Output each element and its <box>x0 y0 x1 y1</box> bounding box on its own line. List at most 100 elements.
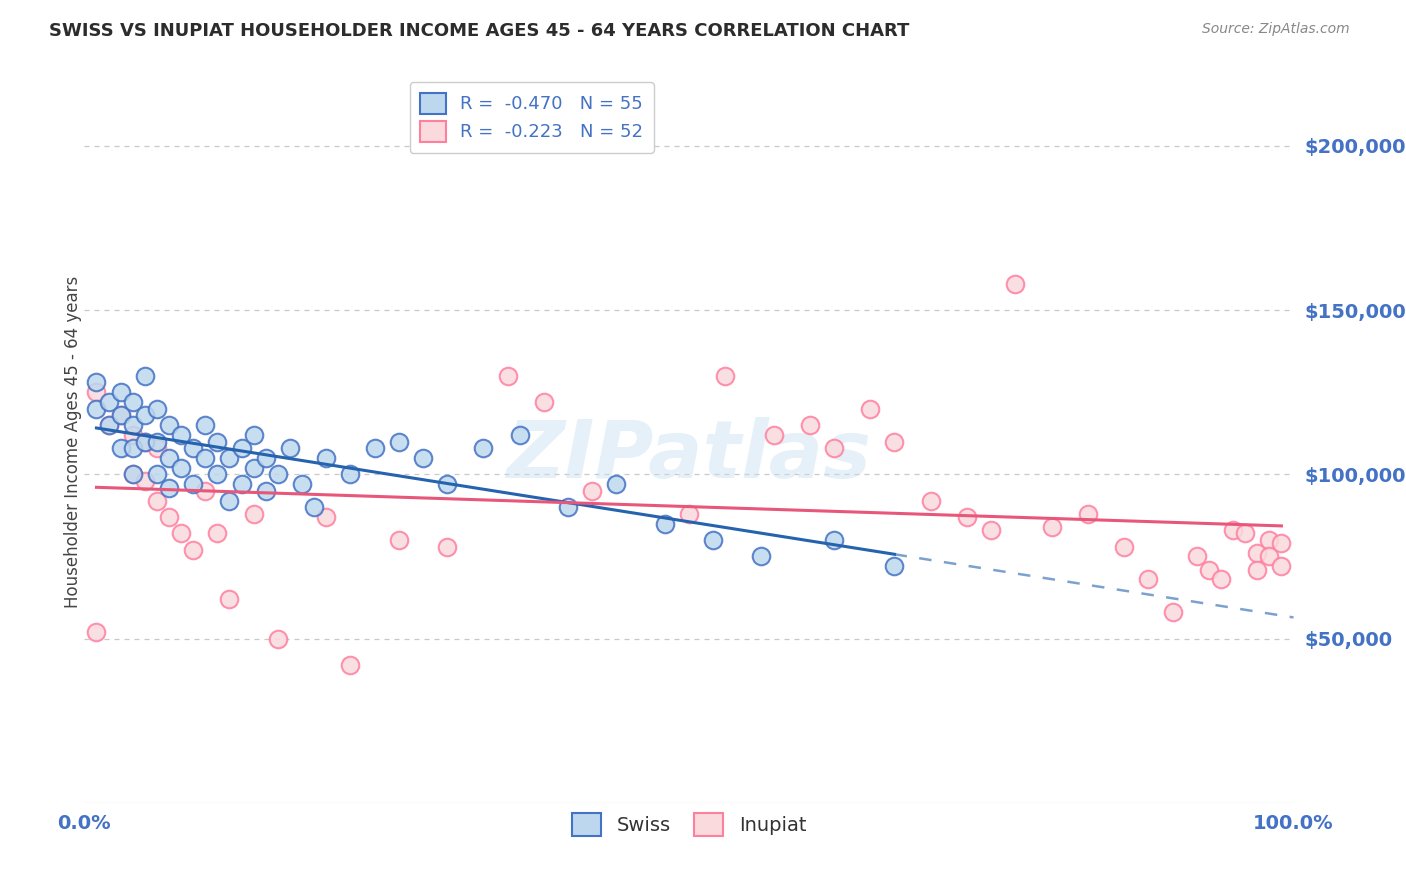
Legend: Swiss, Inupiat: Swiss, Inupiat <box>564 805 814 844</box>
Point <box>859 401 882 416</box>
Point <box>110 409 132 423</box>
Point <box>181 477 204 491</box>
Point <box>134 474 156 488</box>
Point <box>1161 605 1184 619</box>
Text: ZIPatlas: ZIPatlas <box>506 417 872 495</box>
Point <box>134 434 156 449</box>
Point <box>146 441 169 455</box>
Point <box>956 510 979 524</box>
Point <box>436 477 458 491</box>
Point <box>1270 536 1292 550</box>
Point <box>121 395 143 409</box>
Point <box>170 460 193 475</box>
Point <box>146 401 169 416</box>
Point <box>146 493 169 508</box>
Point <box>157 510 180 524</box>
Point <box>302 500 325 515</box>
Point <box>110 409 132 423</box>
Point <box>363 441 385 455</box>
Point <box>823 533 845 547</box>
Point <box>388 533 411 547</box>
Point <box>1258 549 1281 564</box>
Point <box>231 477 253 491</box>
Point <box>231 441 253 455</box>
Point <box>157 481 180 495</box>
Point <box>242 428 264 442</box>
Point <box>920 493 942 508</box>
Point <box>1270 559 1292 574</box>
Point <box>146 434 169 449</box>
Point <box>121 467 143 482</box>
Point <box>218 450 240 465</box>
Point <box>605 477 627 491</box>
Point <box>267 467 290 482</box>
Point <box>533 395 555 409</box>
Point <box>121 441 143 455</box>
Point <box>218 493 240 508</box>
Point <box>751 549 773 564</box>
Point <box>678 507 700 521</box>
Point <box>181 441 204 455</box>
Point <box>1234 526 1257 541</box>
Point <box>388 434 411 449</box>
Point <box>194 483 217 498</box>
Point <box>194 418 217 433</box>
Point <box>157 450 180 465</box>
Point <box>1209 573 1232 587</box>
Point <box>654 516 676 531</box>
Point <box>1246 546 1268 560</box>
Point <box>181 542 204 557</box>
Point <box>97 395 120 409</box>
Point <box>291 477 314 491</box>
Point <box>86 376 108 390</box>
Point <box>121 418 143 433</box>
Point <box>557 500 579 515</box>
Point <box>157 418 180 433</box>
Point <box>1246 563 1268 577</box>
Point <box>110 441 132 455</box>
Point <box>110 385 132 400</box>
Point <box>207 434 229 449</box>
Point <box>194 450 217 465</box>
Point <box>1077 507 1099 521</box>
Point <box>1222 523 1244 537</box>
Point <box>714 368 737 383</box>
Point <box>1004 277 1026 291</box>
Point <box>823 441 845 455</box>
Point <box>472 441 495 455</box>
Point <box>254 483 277 498</box>
Point <box>883 434 905 449</box>
Point <box>1198 563 1220 577</box>
Point <box>86 401 108 416</box>
Text: Source: ZipAtlas.com: Source: ZipAtlas.com <box>1202 22 1350 37</box>
Point <box>1137 573 1160 587</box>
Point <box>242 507 264 521</box>
Point <box>980 523 1002 537</box>
Point <box>146 467 169 482</box>
Point <box>254 450 277 465</box>
Point <box>883 559 905 574</box>
Point <box>1185 549 1208 564</box>
Point <box>121 428 143 442</box>
Point <box>218 592 240 607</box>
Point <box>339 657 361 672</box>
Point <box>207 526 229 541</box>
Point <box>1040 520 1063 534</box>
Point <box>278 441 301 455</box>
Y-axis label: Householder Income Ages 45 - 64 years: Householder Income Ages 45 - 64 years <box>65 276 82 607</box>
Point <box>97 418 120 433</box>
Point <box>496 368 519 383</box>
Point <box>509 428 531 442</box>
Point <box>134 409 156 423</box>
Point <box>242 460 264 475</box>
Point <box>799 418 821 433</box>
Point <box>86 625 108 640</box>
Point <box>134 434 156 449</box>
Point <box>170 428 193 442</box>
Point <box>134 368 156 383</box>
Point <box>267 632 290 646</box>
Point <box>412 450 434 465</box>
Point <box>97 418 120 433</box>
Point <box>702 533 724 547</box>
Point <box>436 540 458 554</box>
